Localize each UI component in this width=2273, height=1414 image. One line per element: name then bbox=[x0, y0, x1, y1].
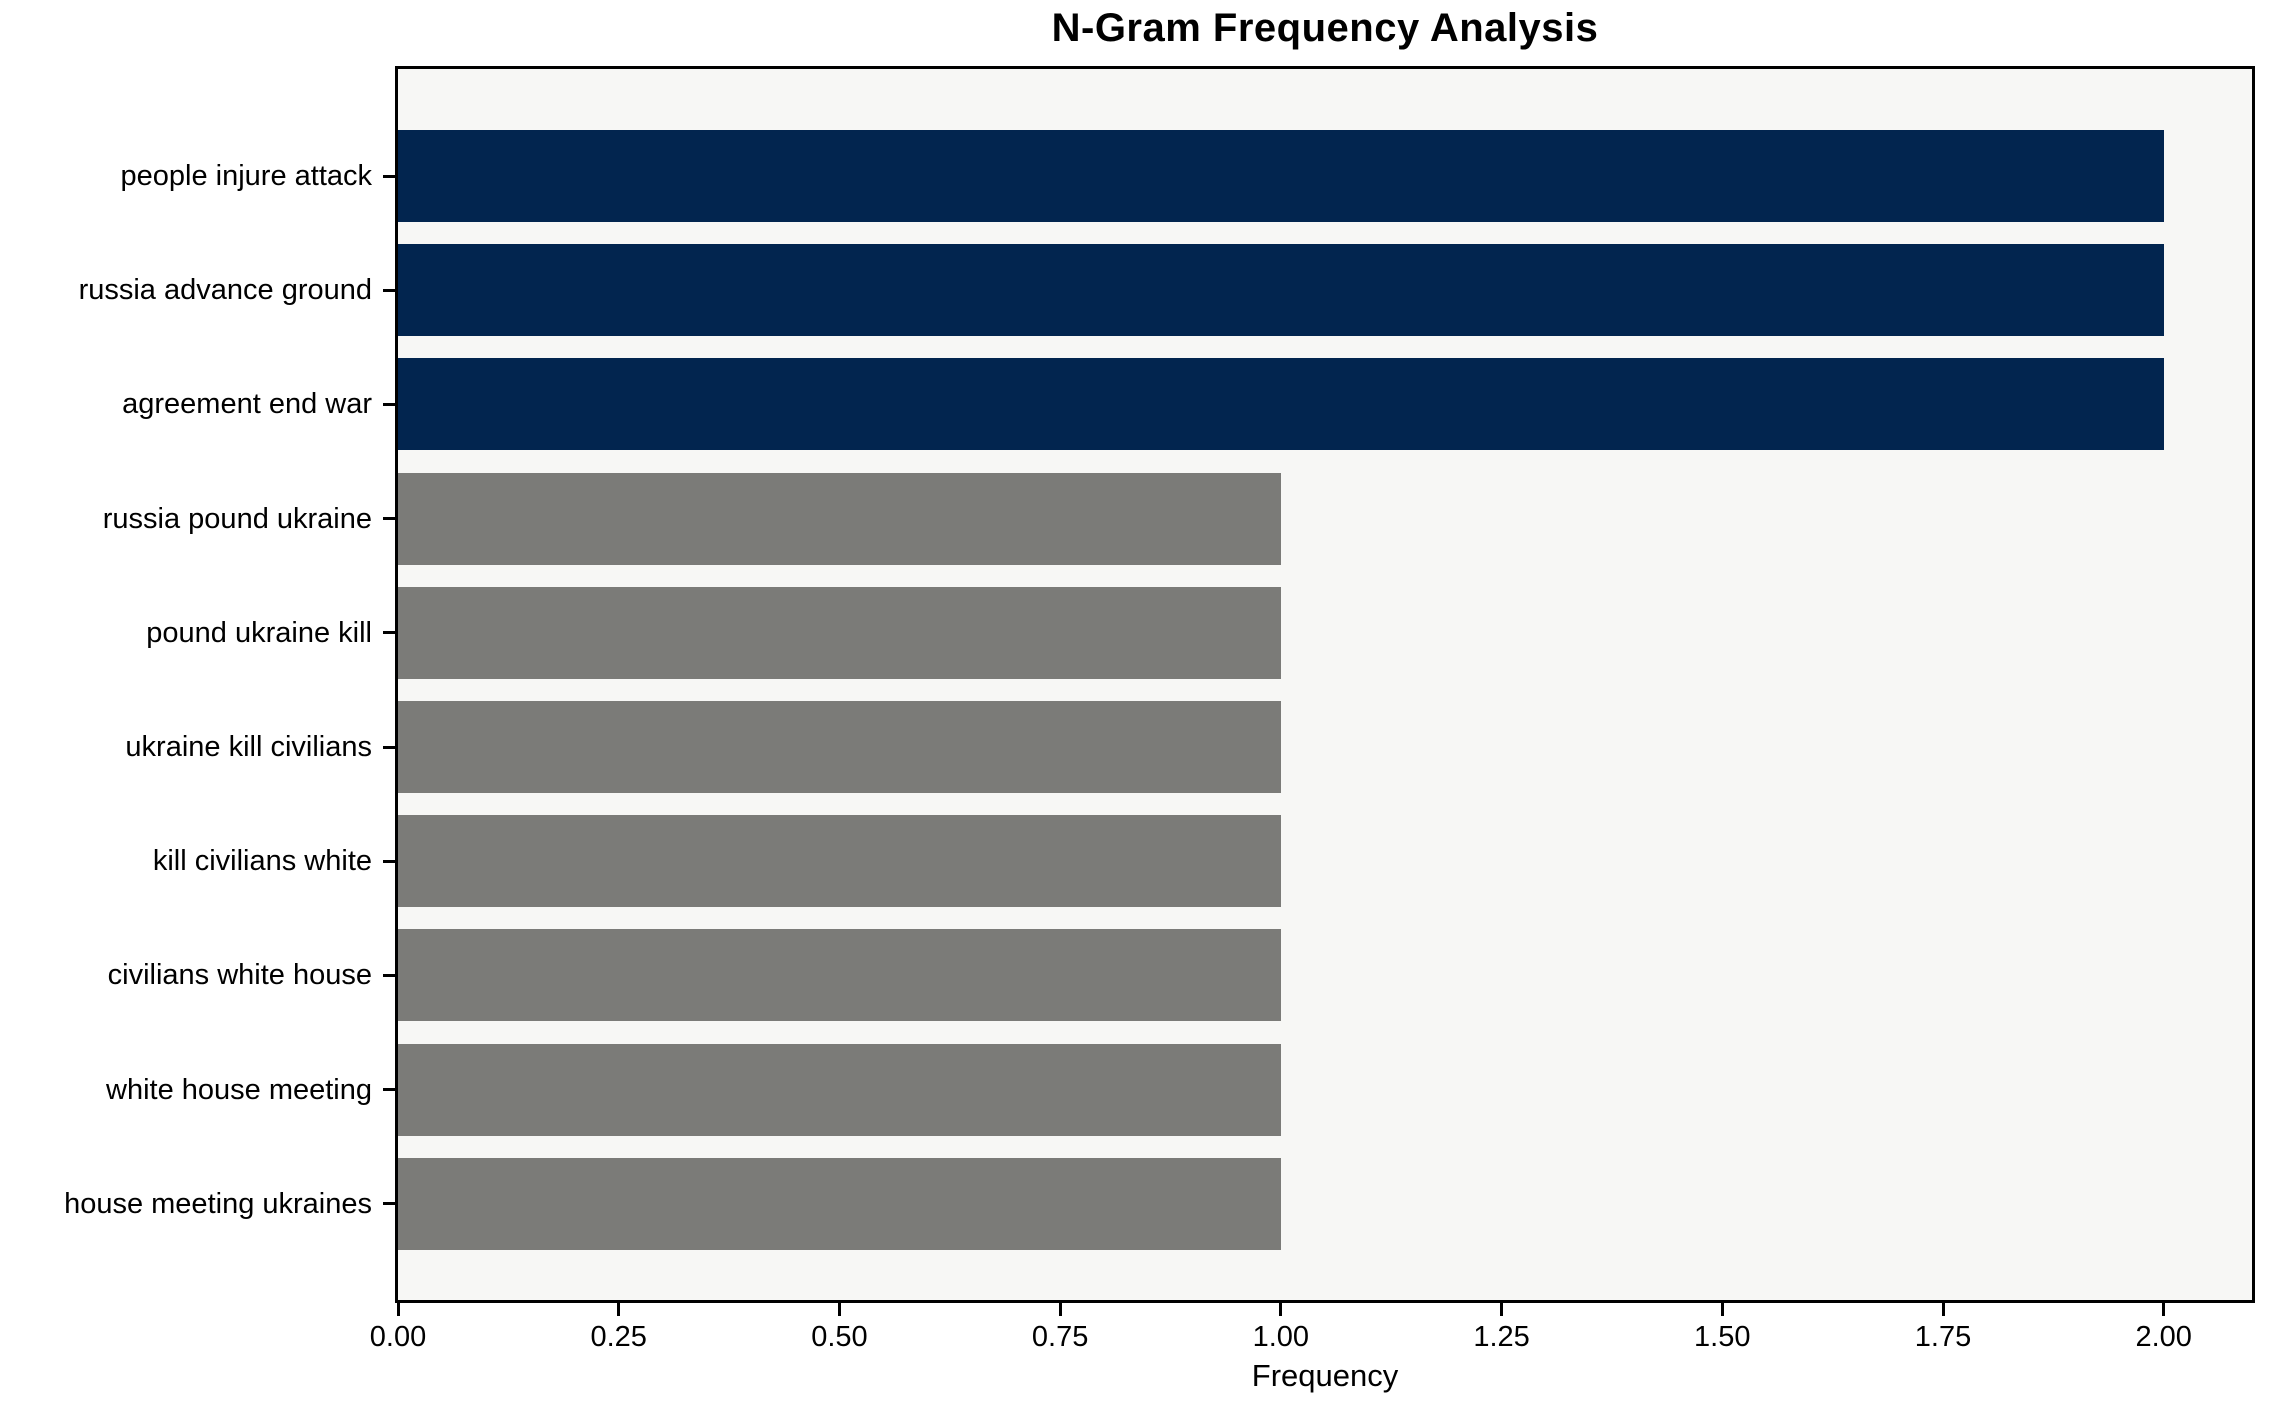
x-axis-title: Frequency bbox=[1251, 1358, 1399, 1393]
y-axis-label: agreement end war bbox=[122, 388, 372, 421]
y-tick-mark bbox=[383, 288, 395, 292]
x-axis-tick-label: 0.50 bbox=[811, 1321, 868, 1353]
y-tick-mark bbox=[383, 1088, 395, 1092]
x-tick-mark bbox=[1279, 1303, 1283, 1316]
bar bbox=[398, 815, 1281, 908]
x-tick-mark bbox=[396, 1303, 400, 1316]
y-tick-mark bbox=[383, 402, 395, 406]
x-tick-mark bbox=[837, 1303, 841, 1316]
plot-area bbox=[395, 66, 2255, 1303]
x-tick-mark bbox=[617, 1303, 621, 1316]
x-tick-mark bbox=[1058, 1303, 1062, 1316]
y-tick-mark bbox=[383, 973, 395, 977]
y-axis-label: people injure attack bbox=[120, 160, 373, 192]
chart-title: N-Gram Frequency Analysis bbox=[1051, 6, 1599, 50]
y-tick-mark bbox=[383, 1202, 395, 1206]
x-axis-tick-label: 1.25 bbox=[1473, 1321, 1530, 1353]
y-tick-mark bbox=[383, 174, 395, 178]
x-axis-tick-label: 1.75 bbox=[1914, 1321, 1972, 1353]
x-tick-mark bbox=[2162, 1303, 2166, 1316]
bar bbox=[398, 358, 2164, 451]
y-tick-mark bbox=[383, 745, 395, 749]
y-axis-label: pound ukraine kill bbox=[146, 616, 372, 649]
bar bbox=[398, 472, 1281, 565]
y-axis-label: house meeting ukraines bbox=[64, 1187, 372, 1220]
x-axis-tick-label: 0.00 bbox=[369, 1321, 427, 1353]
bar bbox=[398, 1157, 1281, 1250]
x-tick-mark bbox=[1941, 1303, 1945, 1316]
x-axis-tick-label: 1.50 bbox=[1694, 1321, 1751, 1353]
x-tick-mark bbox=[1720, 1303, 1724, 1316]
bar bbox=[398, 701, 1281, 793]
y-tick-mark bbox=[383, 517, 395, 521]
x-axis-tick-label: 1.00 bbox=[1252, 1321, 1310, 1353]
x-axis-tick-label: 0.75 bbox=[1031, 1321, 1089, 1353]
y-axis-label: russia pound ukraine bbox=[102, 502, 372, 535]
x-axis-tick-label: 2.00 bbox=[2135, 1321, 2192, 1353]
x-tick-mark bbox=[1500, 1303, 1504, 1316]
y-axis-label: ukraine kill civilians bbox=[125, 731, 372, 763]
y-axis-label: kill civilians white bbox=[152, 845, 372, 878]
x-axis-tick-label: 0.25 bbox=[590, 1321, 647, 1353]
y-axis-label: civilians white house bbox=[107, 959, 372, 992]
bar bbox=[398, 244, 2164, 337]
y-tick-mark bbox=[383, 631, 395, 635]
y-axis-label: russia advance ground bbox=[78, 274, 372, 307]
bar bbox=[398, 1043, 1281, 1136]
bar bbox=[398, 586, 1281, 679]
bar bbox=[398, 929, 1281, 1022]
y-tick-mark bbox=[383, 859, 395, 863]
y-axis-label: white house meeting bbox=[106, 1073, 372, 1106]
bar bbox=[398, 130, 2164, 222]
